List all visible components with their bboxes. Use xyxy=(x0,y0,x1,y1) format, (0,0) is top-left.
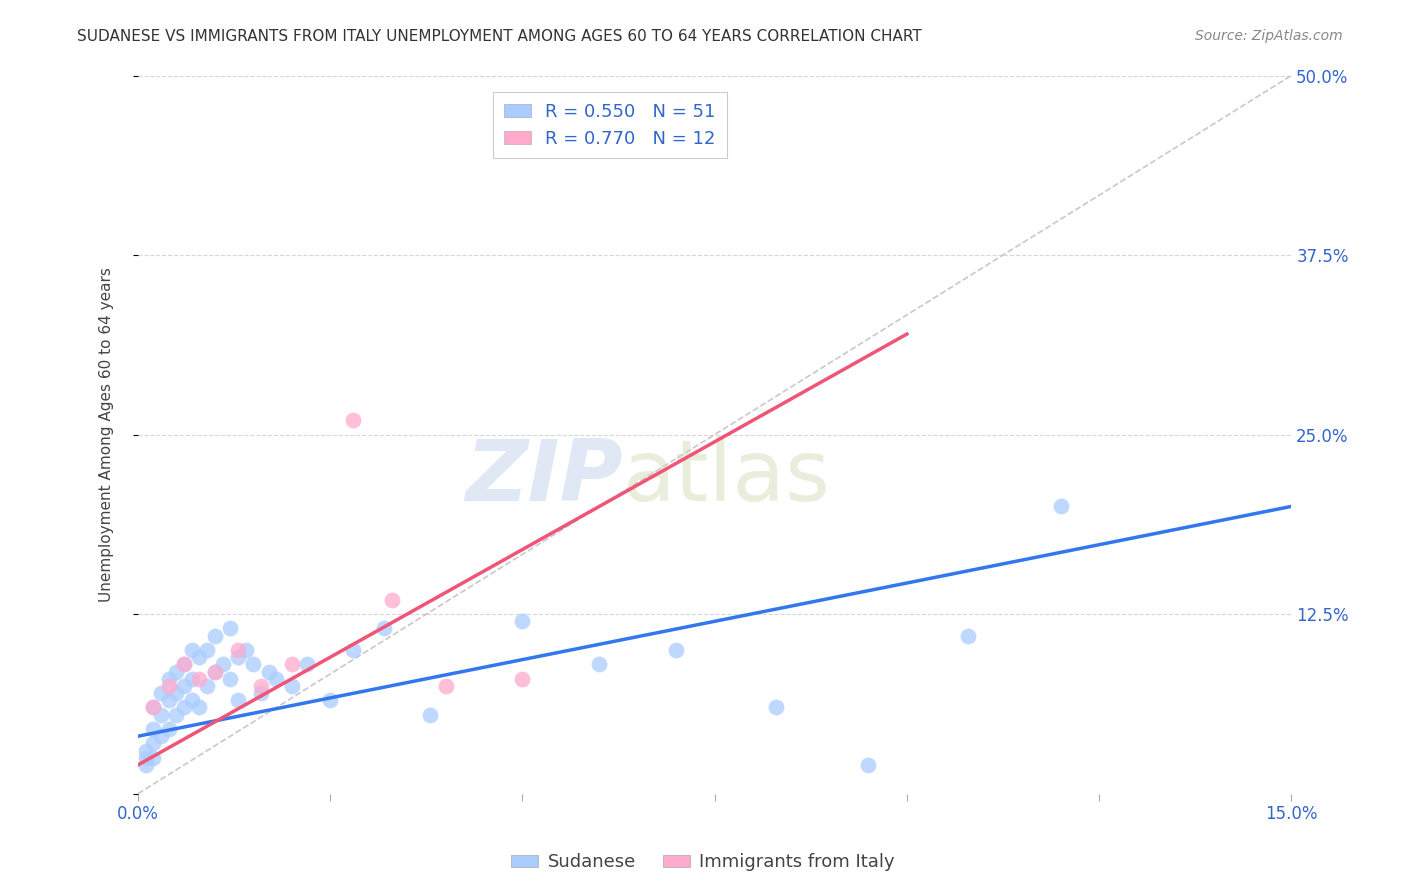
Point xyxy=(157,722,180,736)
Point xyxy=(180,643,202,657)
Point xyxy=(180,693,202,707)
Point xyxy=(157,679,180,693)
Point xyxy=(858,758,880,772)
Point xyxy=(295,657,318,672)
Point xyxy=(226,643,249,657)
Point xyxy=(173,657,195,672)
Point xyxy=(373,622,395,636)
Point xyxy=(180,672,202,686)
Point xyxy=(142,736,165,750)
Point xyxy=(257,665,280,679)
Point xyxy=(226,650,249,665)
Point xyxy=(235,643,257,657)
Point xyxy=(188,700,211,714)
Point xyxy=(204,665,226,679)
Point xyxy=(150,686,173,700)
Point xyxy=(157,693,180,707)
Point xyxy=(419,707,441,722)
Point xyxy=(211,657,233,672)
Point xyxy=(588,657,610,672)
Y-axis label: Unemployment Among Ages 60 to 64 years: Unemployment Among Ages 60 to 64 years xyxy=(100,268,114,602)
Point xyxy=(142,700,165,714)
Text: ZIP: ZIP xyxy=(465,436,623,519)
Point xyxy=(188,650,211,665)
Point xyxy=(381,592,404,607)
Text: SUDANESE VS IMMIGRANTS FROM ITALY UNEMPLOYMENT AMONG AGES 60 TO 64 YEARS CORRELA: SUDANESE VS IMMIGRANTS FROM ITALY UNEMPL… xyxy=(77,29,922,44)
Point xyxy=(250,679,273,693)
Point xyxy=(142,751,165,765)
Point xyxy=(765,700,787,714)
Legend: Sudanese, Immigrants from Italy: Sudanese, Immigrants from Italy xyxy=(505,847,901,879)
Point xyxy=(226,693,249,707)
Point xyxy=(342,413,364,427)
Text: atlas: atlas xyxy=(623,436,831,519)
Point xyxy=(173,679,195,693)
Point xyxy=(266,672,288,686)
Point xyxy=(319,693,342,707)
Point xyxy=(434,679,457,693)
Point xyxy=(150,707,173,722)
Point xyxy=(135,758,157,772)
Point xyxy=(142,700,165,714)
Point xyxy=(281,657,304,672)
Point xyxy=(135,743,157,757)
Point xyxy=(219,672,242,686)
Point xyxy=(195,679,218,693)
Point xyxy=(342,643,364,657)
Point xyxy=(204,629,226,643)
Point xyxy=(173,700,195,714)
Point xyxy=(512,672,534,686)
Point xyxy=(157,672,180,686)
Point xyxy=(512,615,534,629)
Point xyxy=(150,729,173,743)
Point xyxy=(165,686,187,700)
Point xyxy=(250,686,273,700)
Legend: R = 0.550   N = 51, R = 0.770   N = 12: R = 0.550 N = 51, R = 0.770 N = 12 xyxy=(494,92,727,159)
Point xyxy=(188,672,211,686)
Text: Source: ZipAtlas.com: Source: ZipAtlas.com xyxy=(1195,29,1343,43)
Point xyxy=(957,629,980,643)
Point xyxy=(281,679,304,693)
Point xyxy=(165,707,187,722)
Point xyxy=(204,665,226,679)
Point xyxy=(665,643,688,657)
Point xyxy=(219,622,242,636)
Point xyxy=(135,751,157,765)
Point xyxy=(1049,500,1071,514)
Point xyxy=(242,657,264,672)
Point xyxy=(173,657,195,672)
Point xyxy=(165,665,187,679)
Point xyxy=(142,722,165,736)
Point xyxy=(195,643,218,657)
